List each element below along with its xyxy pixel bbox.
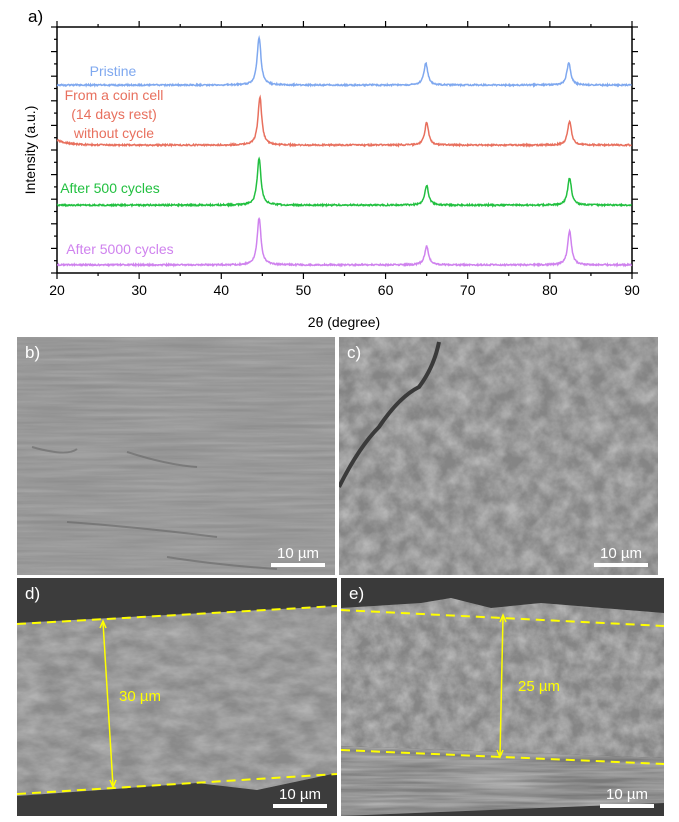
panel-label-a: a): [28, 7, 43, 26]
top-boundary-dashed-line: [341, 609, 664, 627]
panel-label-c: c): [347, 343, 362, 362]
x-tick-label: 30: [131, 282, 147, 298]
xrd-trace-2: [56, 156, 632, 208]
x-tick-label: 70: [460, 282, 476, 298]
x-tick-label: 50: [296, 282, 312, 298]
scale-bar-c: 10 µm: [594, 545, 648, 567]
x-tick-label: 80: [542, 282, 558, 298]
bottom-boundary-dashed-line: [341, 749, 664, 765]
panel-label-b: b): [25, 343, 41, 362]
plot-frame: [56, 26, 633, 274]
xrd-chart: 20 30 40 50 60 70 80 90 Pristine From a coin cel…: [22, 7, 640, 330]
panel-label-e: e): [349, 584, 365, 603]
xrd-trace-3: [56, 216, 633, 268]
x-axis-label: 2θ (degree): [308, 314, 380, 330]
scale-bar-d: 10 µm: [273, 786, 327, 808]
y-axis-label: Intensity (a.u.): [22, 106, 38, 195]
thickness-arrow: [102, 621, 114, 787]
scale-bar-b: 10 µm: [271, 545, 325, 567]
thickness-arrow: [499, 615, 504, 757]
series-label: From a coin cell: [65, 87, 164, 103]
xrd-trace-0: [56, 34, 632, 88]
top-boundary-dashed-line: [17, 605, 337, 625]
x-tick-label: 60: [378, 282, 394, 298]
scale-bar-label: 10 µm: [606, 786, 648, 803]
series-label: After 500 cycles: [60, 180, 160, 196]
panel-label-d: d): [25, 584, 41, 603]
sem-panel-e: e) 25 µm 10 µm: [341, 578, 664, 816]
series-label: (14 days rest): [71, 106, 157, 122]
xrd-trace-1: [56, 94, 632, 148]
x-tick-label: 90: [624, 282, 640, 298]
bottom-boundary-dashed-line: [17, 773, 337, 795]
x-tick-label: 20: [49, 282, 65, 298]
series-label: without cycle: [73, 125, 154, 141]
scale-bar-e: 10 µm: [600, 786, 654, 808]
series-label: Pristine: [90, 63, 137, 79]
thickness-label-e: 25 µm: [518, 678, 560, 695]
sem-panel-c: c) 10 µm: [339, 337, 658, 575]
scale-bar-label: 10 µm: [279, 786, 321, 803]
series-label: After 5000 cycles: [66, 241, 173, 257]
sem-panel-b: b) 10 µm: [17, 337, 335, 575]
scale-bar-label: 10 µm: [277, 545, 319, 562]
scale-bar-label: 10 µm: [600, 545, 642, 562]
sem-panel-d: d) 30 µm 10 µm: [17, 578, 337, 816]
x-tick-label: 40: [213, 282, 229, 298]
thickness-label-d: 30 µm: [119, 688, 161, 705]
